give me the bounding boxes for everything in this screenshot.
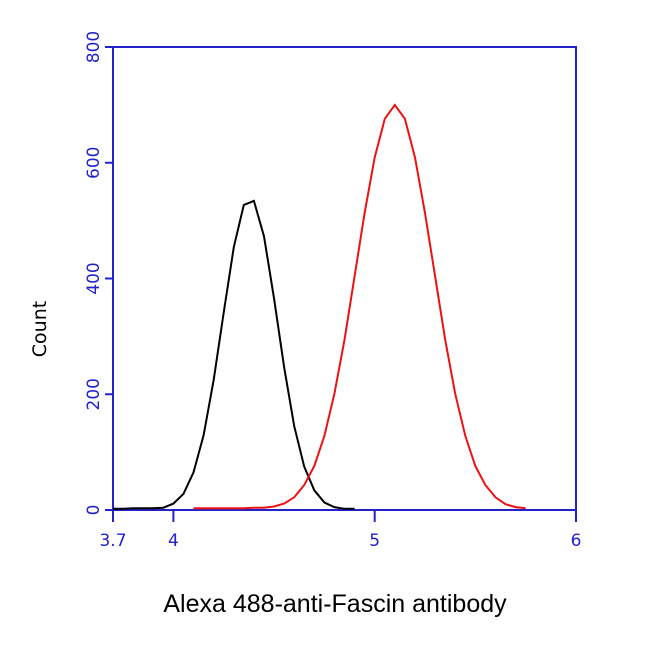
y-tick-label: 600 <box>84 147 104 179</box>
histogram-line <box>193 103 526 510</box>
histogram-line <box>113 199 355 510</box>
plot-frame <box>112 46 577 511</box>
y-tick-label: 0 <box>84 505 104 516</box>
y-tick-label: 200 <box>84 378 104 410</box>
y-tick-label: 400 <box>84 262 104 294</box>
x-axis-label: Alexa 488-anti-Fascin antibody <box>163 590 507 618</box>
x-tick-label: 3.7 <box>99 531 126 551</box>
y-axis-label: Count <box>29 301 51 357</box>
x-tick-label: 6 <box>571 531 582 551</box>
y-tick-label: 800 <box>84 31 104 63</box>
x-tick-label: 5 <box>369 531 380 551</box>
x-tick-label: 4 <box>168 531 179 551</box>
